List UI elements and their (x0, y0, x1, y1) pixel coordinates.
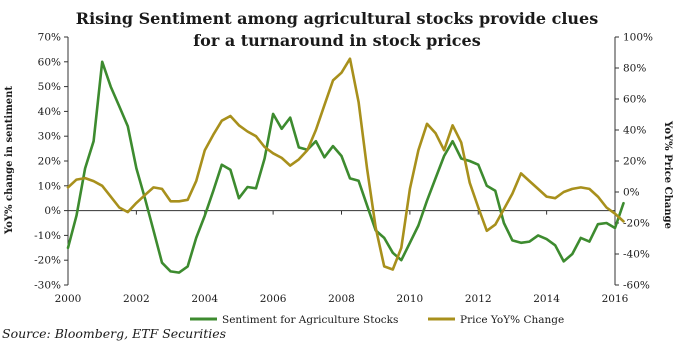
sentiment-series-line (66, 60, 625, 274)
legend-label-price: Price YoY% Change (460, 314, 564, 326)
right-tick-label: 0% (623, 187, 640, 199)
x-tick-label: 2008 (328, 293, 355, 305)
left-tick-label: 60% (38, 56, 61, 68)
x-tick-label: 2016 (602, 293, 629, 305)
chart-title-line-2: for a turnaround in stock prices (193, 31, 480, 50)
x-tick-label: 2004 (191, 293, 218, 305)
x-axis-ticks: 2000 2002 2004 2006 2008 2010 2012 2014 2016 (55, 210, 629, 305)
x-tick-label: 2014 (533, 293, 560, 305)
x-tick-label: 2012 (465, 293, 492, 305)
right-tick-label: -60% (623, 280, 650, 292)
left-axis-label: YoY% change in sentiment (4, 86, 15, 235)
x-tick-label: 2000 (55, 293, 82, 305)
right-tick-label: 20% (623, 156, 646, 168)
right-tick-label: -40% (623, 249, 650, 261)
chart-title: Rising Sentiment among agricultural stoc… (76, 9, 598, 50)
left-tick-label: 40% (38, 106, 61, 118)
x-tick-label: 2006 (260, 293, 287, 305)
source-note: Source: Bloomberg, ETF Securities (2, 326, 226, 341)
left-tick-label: -10% (34, 230, 61, 242)
right-tick-label: -20% (623, 218, 650, 230)
left-axis-ticks: -30% -20% -10% 0% 10% 20% 30% 40% 50% 60% 70% (34, 32, 68, 292)
right-tick-label: 80% (623, 63, 646, 75)
right-tick-label: 40% (623, 125, 646, 137)
left-tick-label: -20% (34, 255, 61, 267)
left-tick-label: -30% (34, 280, 61, 292)
right-tick-label: 100% (623, 32, 653, 44)
left-tick-label: 20% (38, 156, 61, 168)
x-tick-label: 2002 (123, 293, 150, 305)
x-tick-label: 2010 (397, 293, 424, 305)
right-axis-ticks: -60% -40% -20% 0% 20% 40% 60% 80% 100% (615, 32, 653, 292)
right-tick-label: 60% (623, 94, 646, 106)
series-lines (66, 57, 625, 274)
left-tick-label: 50% (38, 81, 61, 93)
left-tick-label: 30% (38, 131, 61, 143)
left-tick-label: 0% (44, 205, 61, 217)
chart-title-line-1: Rising Sentiment among agricultural stoc… (76, 9, 598, 28)
left-tick-label: 70% (38, 32, 61, 44)
left-tick-label: 10% (38, 180, 61, 192)
legend: Sentiment for Agriculture Stocks Price Y… (190, 314, 564, 326)
price-series-line (66, 57, 625, 271)
right-axis-label: YoY% Price Change (662, 120, 673, 229)
legend-label-sentiment: Sentiment for Agriculture Stocks (222, 314, 398, 326)
